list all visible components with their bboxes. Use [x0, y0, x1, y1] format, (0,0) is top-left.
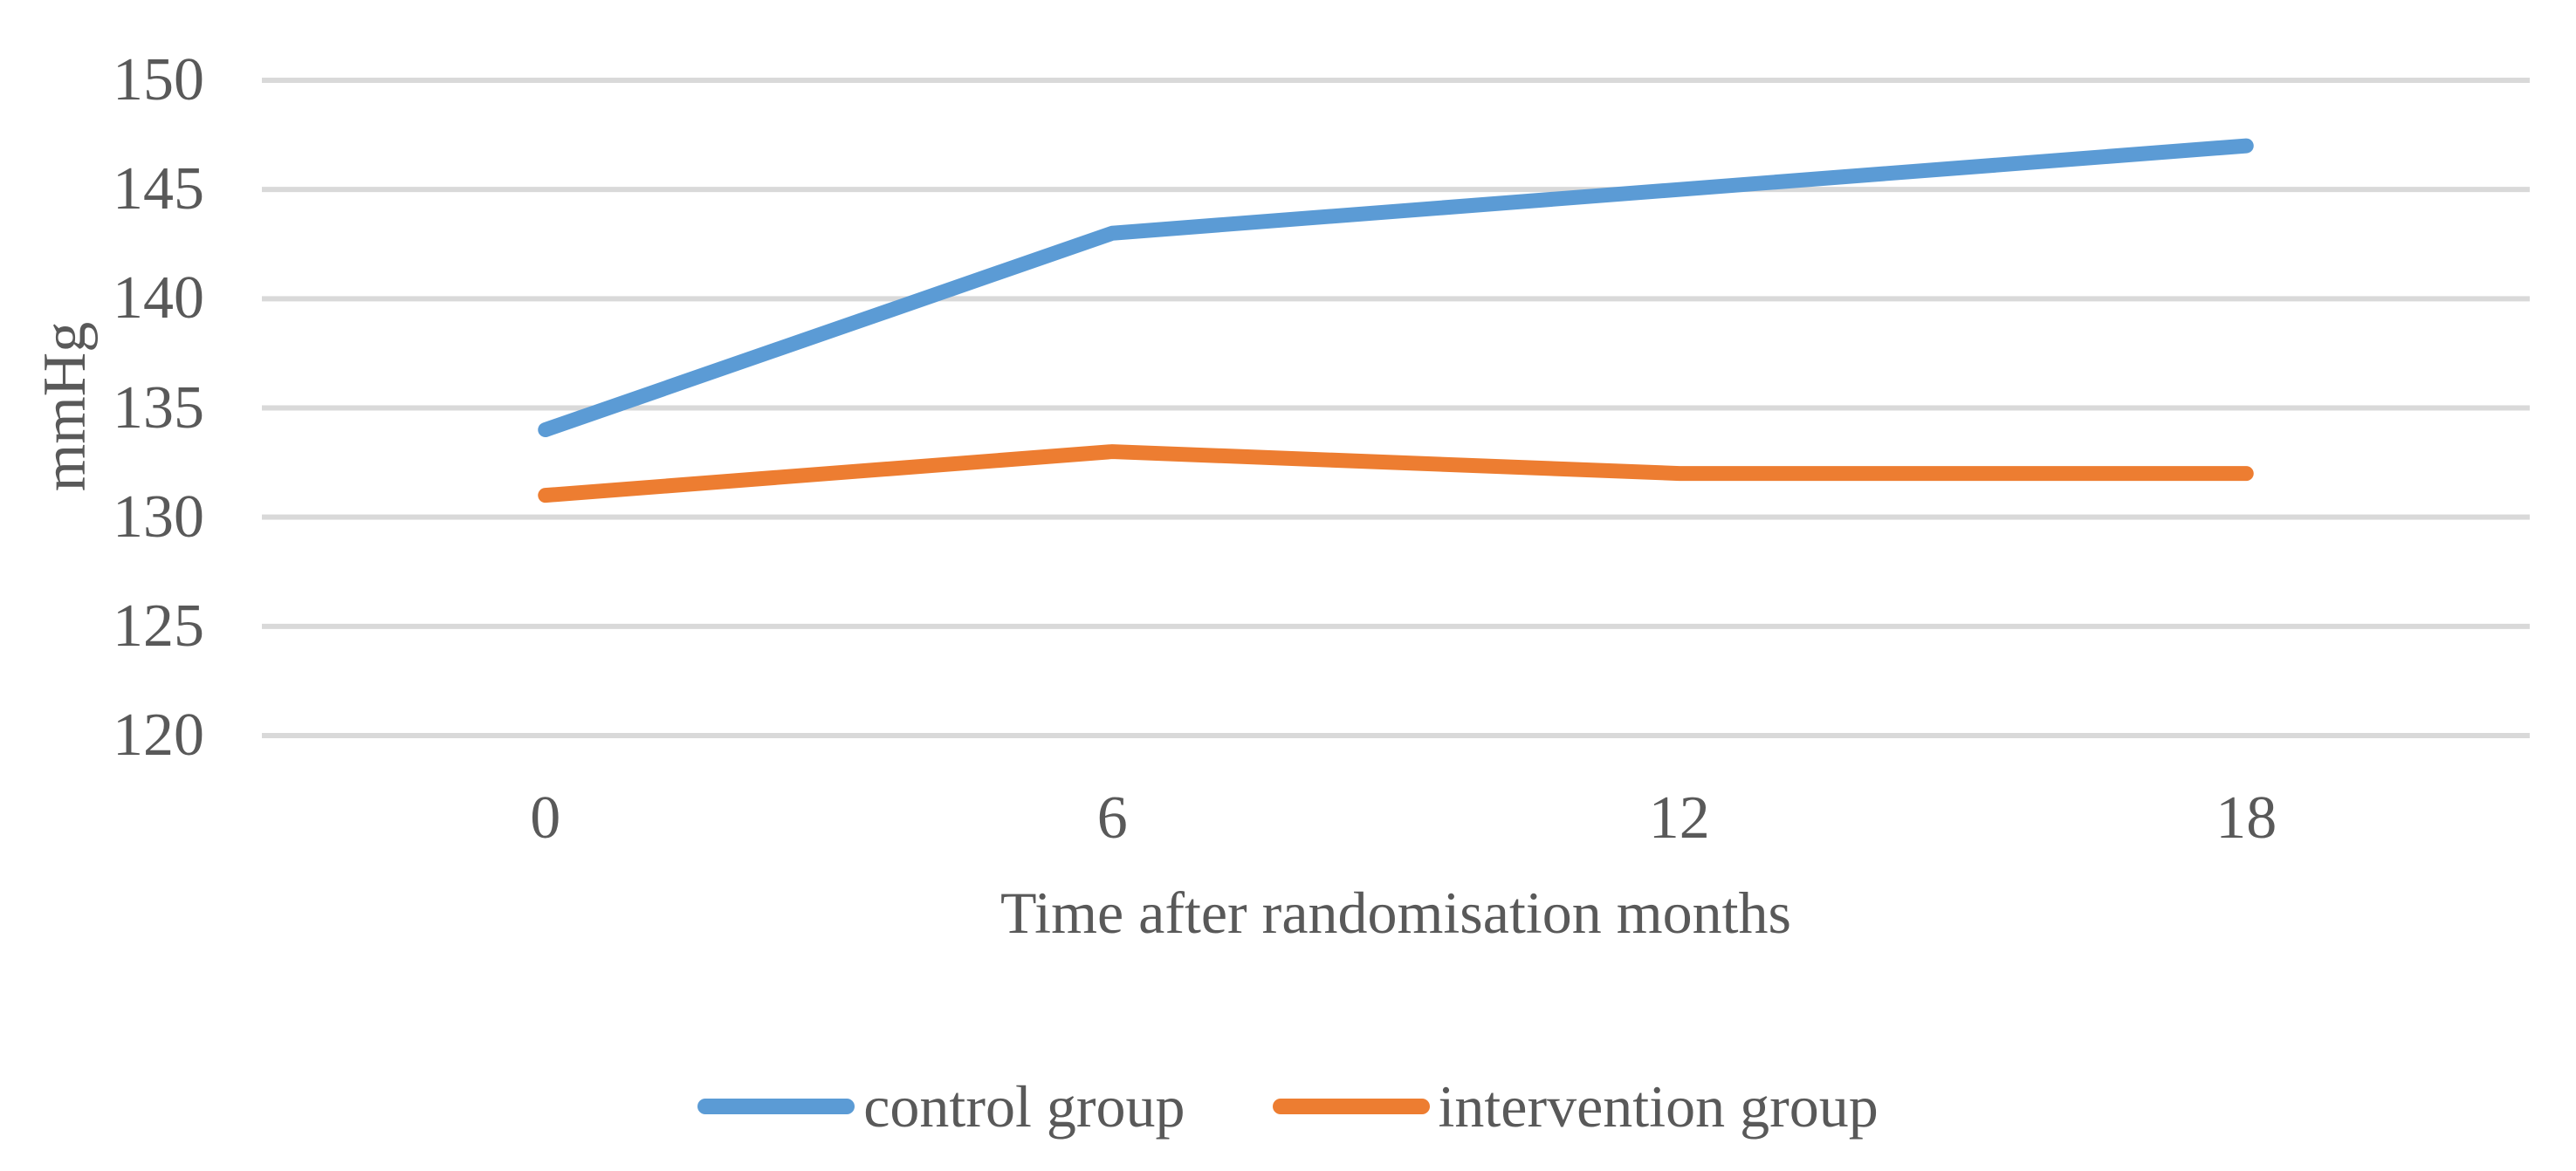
y-tick-label: 125 [113, 592, 204, 660]
control-group-line [538, 138, 2254, 438]
y-tick-label: 135 [113, 373, 204, 442]
y-tick-label: 120 [113, 702, 204, 769]
series-lines-group [538, 138, 2254, 503]
legend-line-swatch-intervention [1272, 1099, 1430, 1114]
y-axis-title: mmHg [31, 321, 99, 492]
legend-line-swatch-control [697, 1099, 855, 1114]
legend-label-intervention: intervention group [1438, 1073, 1879, 1140]
legend-item-intervention-group: intervention group [1272, 1073, 1879, 1140]
y-tick-label: 130 [113, 483, 204, 551]
x-tick-label: 18 [2215, 784, 2277, 852]
x-axis-title: Time after randomisation months [1000, 880, 1791, 946]
x-tick-label: 12 [1648, 784, 1710, 852]
legend: control group intervention group [0, 1075, 2576, 1138]
y-tick-label: 140 [113, 264, 204, 332]
intervention-group-line [538, 444, 2254, 503]
gridlines-group [262, 78, 2530, 738]
y-tick-label: 145 [113, 155, 204, 223]
x-tick-label: 6 [1096, 784, 1128, 852]
y-tick-label: 150 [113, 46, 204, 113]
x-tick-label: 0 [530, 784, 561, 852]
legend-label-control: control group [863, 1073, 1185, 1140]
legend-item-control-group: control group [697, 1075, 1185, 1138]
